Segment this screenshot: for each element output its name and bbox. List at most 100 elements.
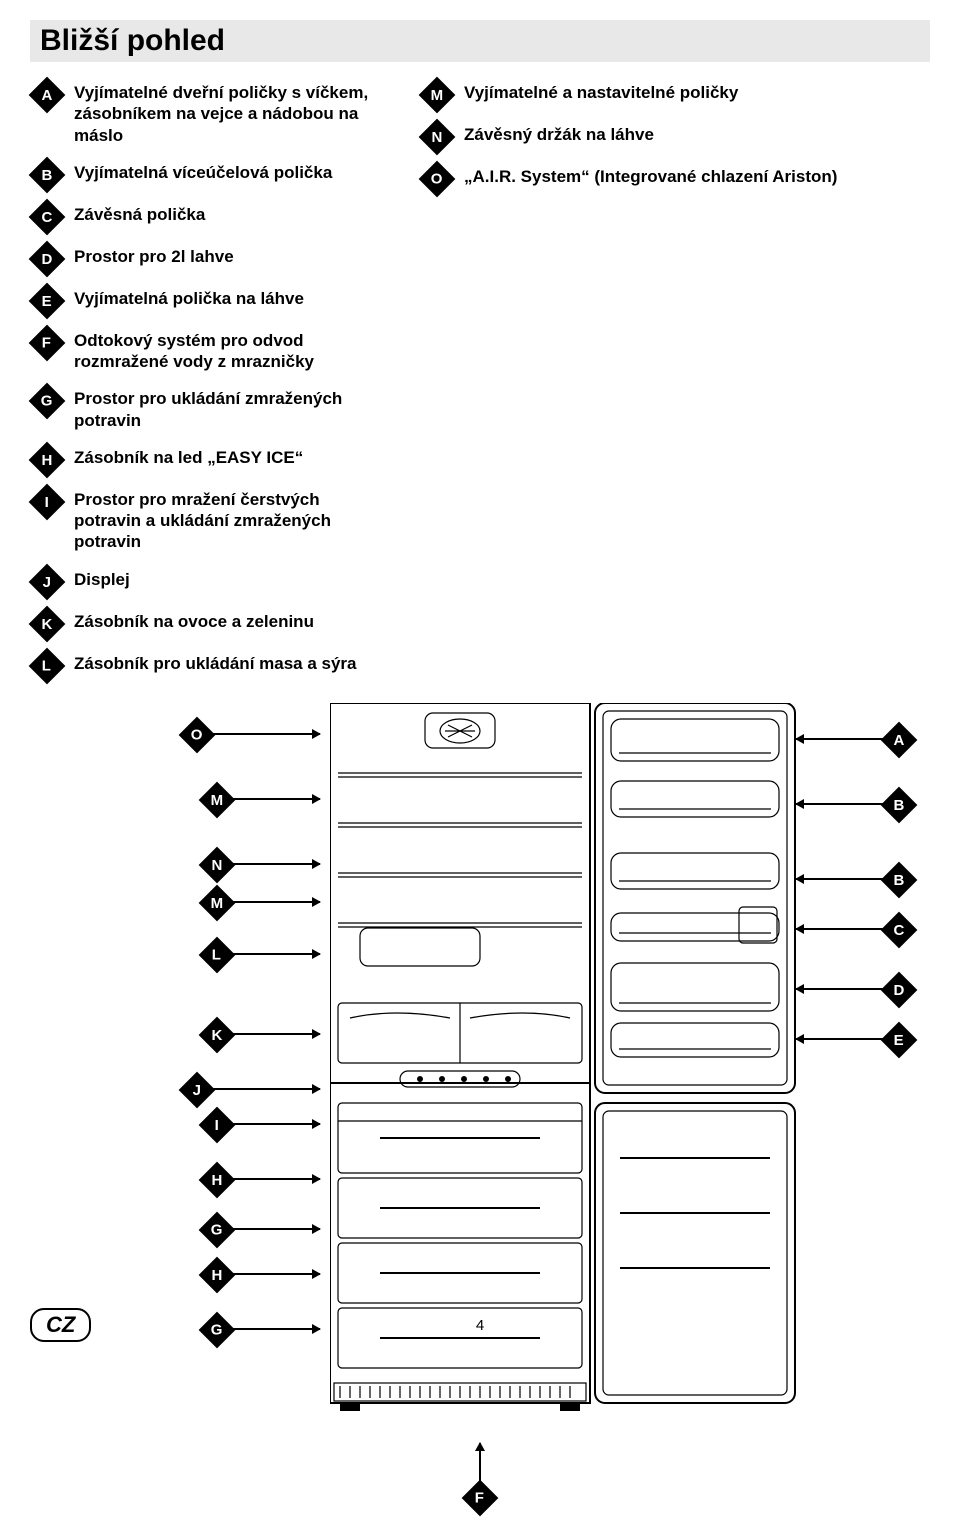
legend-text-F: Odtokový systém pro odvod rozmražené vod… — [74, 328, 390, 373]
marker-G: G — [29, 383, 66, 420]
marker-B: B — [881, 786, 918, 823]
legend-text-O: „A.I.R. System“ (Integrované chlazení Ar… — [464, 164, 837, 187]
legend-item-A: AVyjímatelné dveřní poličky s víčkem, zá… — [30, 80, 390, 146]
legend-text-L: Zásobník pro ukládání masa a sýra — [74, 651, 357, 674]
marker-M: M — [419, 77, 456, 114]
callout-H: H — [204, 1165, 320, 1193]
marker-I: I — [29, 483, 66, 520]
callout-H: H — [204, 1260, 320, 1288]
lead-line — [796, 803, 886, 805]
lead-line — [230, 1123, 320, 1125]
lead-line — [230, 863, 320, 865]
callout-G: G — [204, 1215, 320, 1243]
marker-E: E — [29, 282, 66, 319]
lead-line — [230, 901, 320, 903]
legend-item-E: EVyjímatelná polička na láhve — [30, 286, 390, 314]
lead-line — [210, 733, 320, 735]
callout-J: J — [184, 1075, 320, 1103]
legend-text-B: Vyjímatelná víceúčelová polička — [74, 160, 332, 183]
marker-N: N — [199, 846, 236, 883]
legend-text-A: Vyjímatelné dveřní poličky s víčkem, zás… — [74, 80, 390, 146]
legend-item-N: NZávěsný držák na láhve — [420, 122, 930, 150]
lead-line — [230, 1273, 320, 1275]
marker-K: K — [199, 1016, 236, 1053]
legend-text-J: Displej — [74, 567, 130, 590]
lang-badge: CZ — [30, 1308, 91, 1342]
marker-A: A — [29, 77, 66, 114]
marker-F: F — [462, 1479, 499, 1516]
lead-line — [230, 1178, 320, 1180]
legend-item-C: CZávěsná polička — [30, 202, 390, 230]
title-bar: Bližší pohled — [30, 20, 930, 62]
legend-item-F: FOdtokový systém pro odvod rozmražené vo… — [30, 328, 390, 373]
legend-text-N: Závěsný držák na láhve — [464, 122, 654, 145]
lead-line — [230, 1033, 320, 1035]
marker-F: F — [29, 324, 66, 361]
page-title: Bližší pohled — [40, 24, 920, 58]
lead-line — [796, 738, 886, 740]
marker-B: B — [881, 861, 918, 898]
marker-K: K — [29, 605, 66, 642]
marker-D: D — [881, 971, 918, 1008]
marker-H: H — [29, 441, 66, 478]
legend-text-K: Zásobník na ovoce a zeleninu — [74, 609, 314, 632]
legend-item-O: O„A.I.R. System“ (Integrované chlazení A… — [420, 164, 930, 192]
marker-E: E — [881, 1021, 918, 1058]
marker-O: O — [419, 161, 456, 198]
legend-right: MVyjímatelné a nastavitelné poličkyNZávě… — [420, 80, 930, 693]
legend-item-J: JDisplej — [30, 567, 390, 595]
marker-L: L — [29, 647, 66, 684]
legend-item-M: MVyjímatelné a nastavitelné poličky — [420, 80, 930, 108]
lead-line — [230, 953, 320, 955]
legend-text-C: Závěsná polička — [74, 202, 205, 225]
lead-line — [796, 988, 886, 990]
legend-text-M: Vyjímatelné a nastavitelné poličky — [464, 80, 738, 103]
page-footer: CZ 4 — [30, 1308, 930, 1342]
marker-M: M — [199, 781, 236, 818]
marker-J: J — [29, 563, 66, 600]
callout-D: D — [796, 975, 912, 1003]
legend-item-B: BVyjímatelná víceúčelová polička — [30, 160, 390, 188]
legend-left: AVyjímatelné dveřní poličky s víčkem, zá… — [30, 80, 390, 693]
marker-H: H — [199, 1256, 236, 1293]
legend-item-D: DProstor pro 2l lahve — [30, 244, 390, 272]
legend-text-E: Vyjímatelná polička na láhve — [74, 286, 304, 309]
lead-line — [230, 1228, 320, 1230]
callout-B: B — [796, 865, 912, 893]
legend-text-H: Zásobník na led „EASY ICE“ — [74, 445, 303, 468]
marker-H: H — [199, 1161, 236, 1198]
marker-G: G — [199, 1211, 236, 1248]
legend-item-K: KZásobník na ovoce a zeleninu — [30, 609, 390, 637]
callout-O: O — [184, 720, 320, 748]
legend-item-L: LZásobník pro ukládání masa a sýra — [30, 651, 390, 679]
diagram: OMNMLKJIHGHGABBCDEF — [30, 703, 930, 1523]
callout-A: A — [796, 725, 912, 753]
callout-C: C — [796, 915, 912, 943]
marker-D: D — [29, 240, 66, 277]
marker-J: J — [179, 1071, 216, 1108]
callout-L: L — [204, 940, 320, 968]
lead-line — [796, 928, 886, 930]
legend-columns: AVyjímatelné dveřní poličky s víčkem, zá… — [30, 80, 930, 693]
callout-F: F — [467, 1443, 493, 1511]
page-number: 4 — [476, 1317, 484, 1334]
callout-B: B — [796, 790, 912, 818]
callout-K: K — [204, 1020, 320, 1048]
marker-C: C — [881, 911, 918, 948]
fridge-svg — [330, 703, 800, 1463]
callout-M: M — [204, 785, 320, 813]
lead-line — [230, 798, 320, 800]
legend-item-I: IProstor pro mražení čerstvých potravin … — [30, 487, 390, 553]
fridge-drawing — [330, 703, 800, 1463]
legend-item-H: HZásobník na led „EASY ICE“ — [30, 445, 390, 473]
marker-M: M — [199, 884, 236, 921]
lead-line — [796, 878, 886, 880]
marker-L: L — [199, 936, 236, 973]
marker-B: B — [29, 156, 66, 193]
marker-A: A — [881, 721, 918, 758]
marker-I: I — [199, 1106, 236, 1143]
callout-I: I — [204, 1110, 320, 1138]
callout-N: N — [204, 850, 320, 878]
legend-text-D: Prostor pro 2l lahve — [74, 244, 234, 267]
callout-E: E — [796, 1025, 912, 1053]
